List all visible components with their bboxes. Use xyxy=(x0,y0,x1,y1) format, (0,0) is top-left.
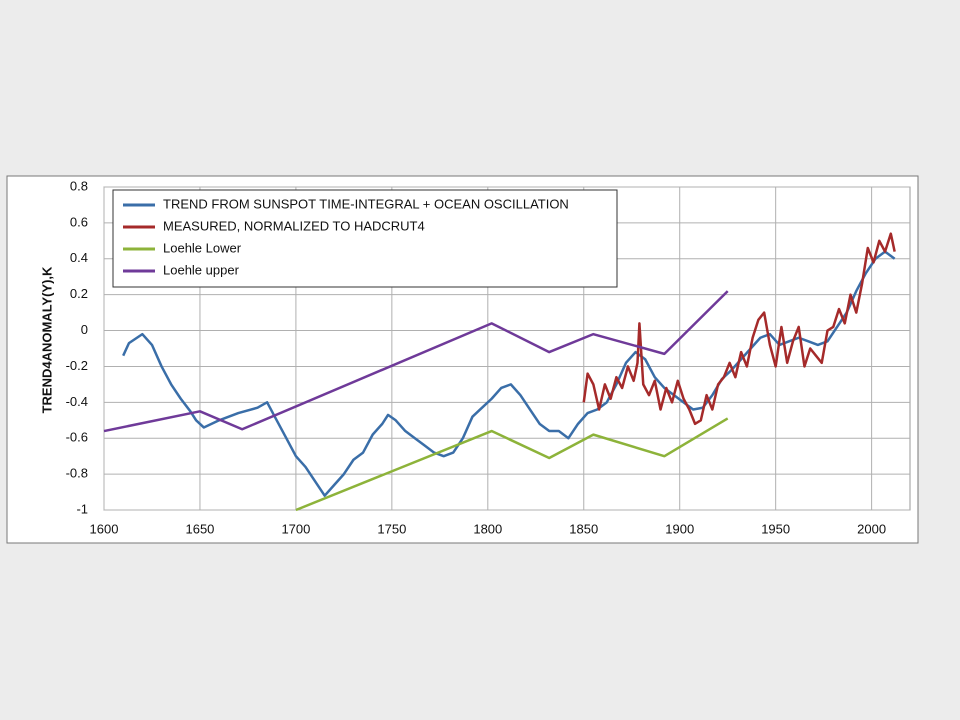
legend-label: TREND FROM SUNSPOT TIME-INTEGRAL + OCEAN… xyxy=(163,196,569,211)
x-tick-label: 1850 xyxy=(569,521,598,536)
x-tick-label: 1800 xyxy=(473,521,502,536)
x-tick-label: 1950 xyxy=(761,521,790,536)
y-tick-label: 0 xyxy=(81,322,88,337)
x-tick-label: 1650 xyxy=(185,521,214,536)
data-line xyxy=(582,232,896,426)
y-tick-label: -0.6 xyxy=(66,430,88,445)
y-tick-label: -0.2 xyxy=(66,358,88,373)
y-tick-label: -0.8 xyxy=(66,466,88,481)
data-line xyxy=(103,290,729,433)
y-tick-label: 0.6 xyxy=(70,214,88,229)
x-tick-label: 1900 xyxy=(665,521,694,536)
legend-box xyxy=(112,189,618,288)
x-tick-label: 1600 xyxy=(90,521,119,536)
y-tick-label: -0.4 xyxy=(66,394,88,409)
x-tick-label: 2000 xyxy=(857,521,886,536)
legend-label: Loehle Lower xyxy=(163,240,242,255)
y-axis-label: TREND4ANOMALY(Y),K xyxy=(39,266,54,413)
x-tick-label: 1750 xyxy=(377,521,406,536)
data-line xyxy=(295,417,729,512)
y-tick-label: -1 xyxy=(76,501,88,516)
y-tick-label: 0.8 xyxy=(70,178,88,193)
legend-label: MEASURED, NORMALIZED TO HADCRUT4 xyxy=(163,218,425,233)
legend-label: Loehle upper xyxy=(163,262,240,277)
x-tick-label: 1700 xyxy=(281,521,310,536)
y-tick-label: 0.4 xyxy=(70,250,88,265)
y-tick-label: 0.2 xyxy=(70,286,88,301)
